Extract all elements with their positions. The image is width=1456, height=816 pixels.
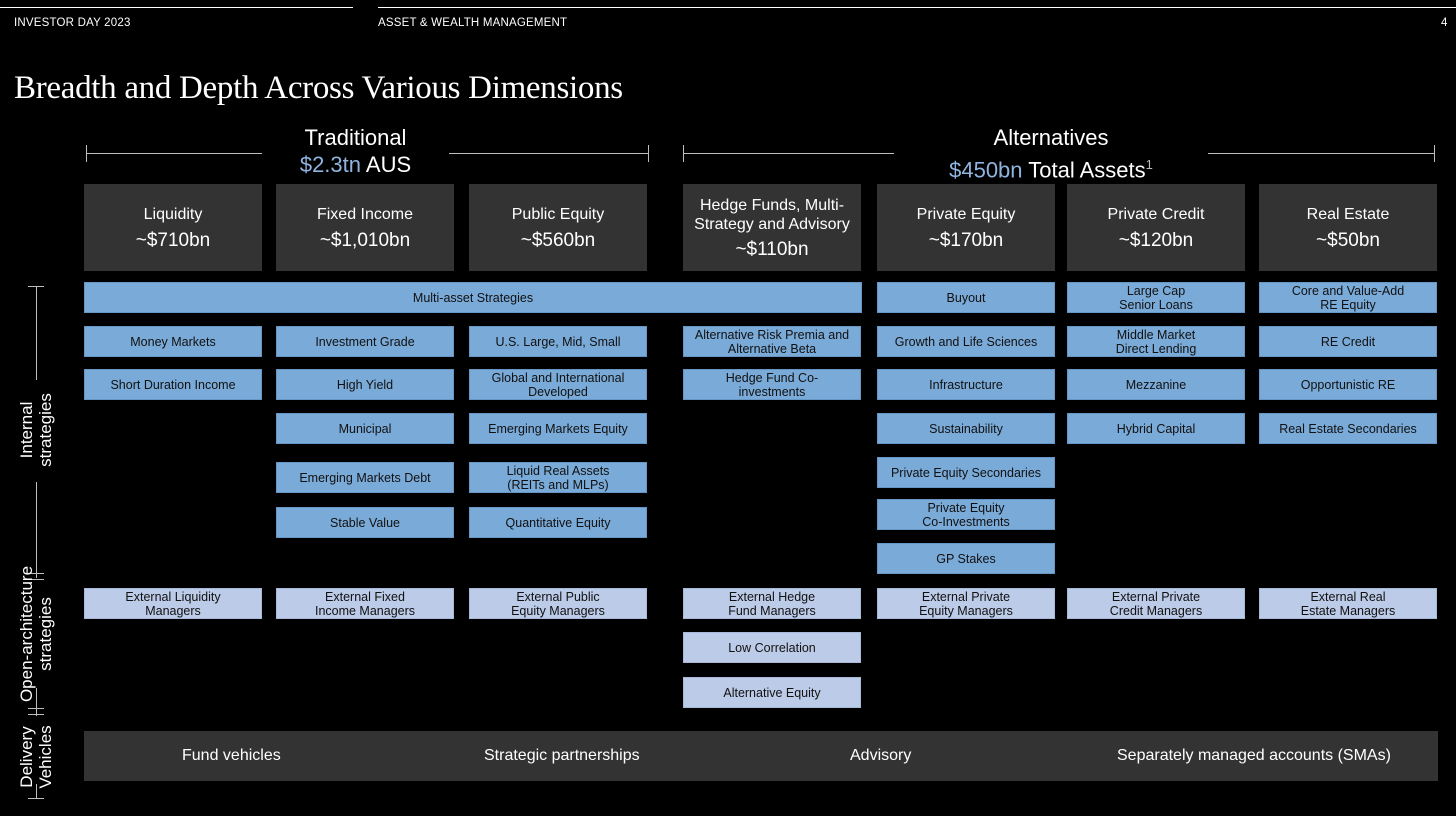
category-amount: ~$110bn bbox=[735, 239, 809, 260]
traditional-suffix: AUS bbox=[365, 152, 412, 177]
bracket-line bbox=[1208, 153, 1435, 154]
category-name: Public Equity bbox=[511, 206, 605, 223]
strategy-box: Liquid Real Assets (REITs and MLPs) bbox=[469, 462, 647, 493]
category-name: Hedge Funds, Multi-Strategy and Advisory bbox=[694, 197, 850, 233]
category-name: Private Credit bbox=[1107, 206, 1205, 223]
strategy-box: High Yield bbox=[276, 369, 454, 400]
category-fixed-income: Fixed Income ~$1,010bn bbox=[276, 184, 454, 271]
page-number: 4 bbox=[1441, 17, 1448, 29]
bracket-tick bbox=[648, 145, 649, 162]
delivery-item: Fund vehicles bbox=[182, 747, 281, 764]
header-rule-left bbox=[0, 7, 353, 8]
strategy-box: Short Duration Income bbox=[84, 369, 262, 400]
multi-asset-strategies: Multi-asset Strategies bbox=[84, 282, 862, 313]
traditional-amount: $2.3tn bbox=[299, 152, 361, 177]
external-box: Low Correlation bbox=[683, 632, 861, 663]
delivery-item: Strategic partnerships bbox=[484, 747, 640, 764]
strategy-box: RE Credit bbox=[1259, 326, 1437, 357]
category-amount: ~$1,010bn bbox=[319, 230, 411, 251]
bracket-tick bbox=[1434, 145, 1435, 162]
strategy-box: Quantitative Equity bbox=[469, 507, 647, 538]
category-private-credit: Private Credit ~$120bn bbox=[1067, 184, 1245, 271]
category-public-equity: Public Equity ~$560bn bbox=[469, 184, 647, 271]
header-event: INVESTOR DAY 2023 bbox=[14, 17, 131, 29]
alternatives-amount-line: $450bn Total Assets1 bbox=[894, 151, 1208, 183]
strategy-box: Emerging Markets Debt bbox=[276, 462, 454, 493]
traditional-amount-line: $2.3tn AUS bbox=[262, 151, 449, 178]
bracket-line bbox=[449, 153, 649, 154]
external-box: Alternative Equity bbox=[683, 677, 861, 708]
strategy-box: Money Markets bbox=[84, 326, 262, 357]
external-box: External Hedge Fund Managers bbox=[683, 588, 861, 619]
strategy-box: Private Equity Secondaries bbox=[877, 457, 1055, 488]
category-private-equity: Private Equity ~$170bn bbox=[877, 184, 1055, 271]
footnote-marker: 1 bbox=[1145, 157, 1153, 172]
category-name: Liquidity bbox=[143, 206, 203, 223]
category-name: Fixed Income bbox=[316, 206, 414, 223]
category-amount: ~$120bn bbox=[1118, 230, 1194, 251]
strategy-box: Private Equity Co-Investments bbox=[877, 499, 1055, 530]
strategy-box: Large Cap Senior Loans bbox=[1067, 282, 1245, 313]
header-section: ASSET & WEALTH MANAGEMENT bbox=[378, 17, 568, 29]
external-box: External Liquidity Managers bbox=[84, 588, 262, 619]
strategy-box: Emerging Markets Equity bbox=[469, 413, 647, 444]
traditional-name: Traditional bbox=[304, 125, 407, 150]
side-line bbox=[36, 688, 37, 716]
category-amount: ~$710bn bbox=[135, 230, 211, 251]
category-name: Private Equity bbox=[916, 206, 1016, 223]
traditional-heading: Traditional $2.3tn AUS bbox=[262, 124, 449, 178]
category-name: Real Estate bbox=[1306, 206, 1390, 223]
strategy-box: Real Estate Secondaries bbox=[1259, 413, 1437, 444]
strategy-box: Sustainability bbox=[877, 413, 1055, 444]
external-box: External Public Equity Managers bbox=[469, 588, 647, 619]
side-line bbox=[36, 286, 37, 380]
header-rule-right bbox=[378, 7, 1456, 8]
side-tick bbox=[28, 708, 44, 709]
side-label-internal: Internal strategies bbox=[17, 393, 55, 467]
strategy-box: Hedge Fund Co-investments bbox=[683, 369, 861, 400]
strategy-box: Infrastructure bbox=[877, 369, 1055, 400]
strategy-box: Buyout bbox=[877, 282, 1055, 313]
strategy-box: Core and Value-Add RE Equity bbox=[1259, 282, 1437, 313]
side-tick bbox=[28, 798, 44, 799]
page-title: Breadth and Depth Across Various Dimensi… bbox=[14, 70, 623, 106]
strategy-box: Hybrid Capital bbox=[1067, 413, 1245, 444]
alternatives-amount: $450bn bbox=[949, 157, 1023, 183]
side-tick bbox=[28, 714, 44, 715]
strategy-box: Global and International Developed bbox=[469, 369, 647, 400]
alternatives-name: Alternatives bbox=[993, 125, 1109, 150]
side-line bbox=[36, 784, 37, 798]
delivery-item: Separately managed accounts (SMAs) bbox=[1117, 747, 1391, 764]
category-hedge-funds: Hedge Funds, Multi-Strategy and Advisory… bbox=[683, 184, 861, 271]
external-box: External Private Equity Managers bbox=[877, 588, 1055, 619]
strategy-box: Stable Value bbox=[276, 507, 454, 538]
alternatives-suffix: Total Assets bbox=[1028, 157, 1146, 183]
side-tick bbox=[28, 579, 44, 580]
category-amount: ~$560bn bbox=[520, 230, 596, 251]
category-amount: ~$170bn bbox=[928, 230, 1004, 251]
strategy-box: Mezzanine bbox=[1067, 369, 1245, 400]
strategy-box: Growth and Life Sciences bbox=[877, 326, 1055, 357]
strategy-box: Middle Market Direct Lending bbox=[1067, 326, 1245, 357]
external-box: External Fixed Income Managers bbox=[276, 588, 454, 619]
external-box: External Real Estate Managers bbox=[1259, 588, 1437, 619]
strategy-box: Alternative Risk Premia and Alternative … bbox=[683, 326, 861, 357]
delivery-vehicles-bar: Fund vehicles Strategic partnerships Adv… bbox=[84, 731, 1438, 781]
bracket-line bbox=[683, 153, 894, 154]
delivery-item: Advisory bbox=[850, 747, 912, 764]
strategy-box: Opportunistic RE bbox=[1259, 369, 1437, 400]
side-tick bbox=[28, 573, 44, 574]
category-amount: ~$50bn bbox=[1316, 230, 1380, 251]
strategy-box: Municipal bbox=[276, 413, 454, 444]
strategy-box: GP Stakes bbox=[877, 543, 1055, 574]
strategy-box: U.S. Large, Mid, Small bbox=[469, 326, 647, 357]
side-line bbox=[36, 482, 37, 578]
bracket-line bbox=[86, 153, 262, 154]
category-real-estate: Real Estate ~$50bn bbox=[1259, 184, 1437, 271]
side-label-open: Open-architecture strategies bbox=[17, 565, 55, 703]
alternatives-heading: Alternatives $450bn Total Assets1 bbox=[894, 124, 1208, 183]
category-liquidity: Liquidity ~$710bn bbox=[84, 184, 262, 271]
external-box: External Private Credit Managers bbox=[1067, 588, 1245, 619]
strategy-box: Investment Grade bbox=[276, 326, 454, 357]
